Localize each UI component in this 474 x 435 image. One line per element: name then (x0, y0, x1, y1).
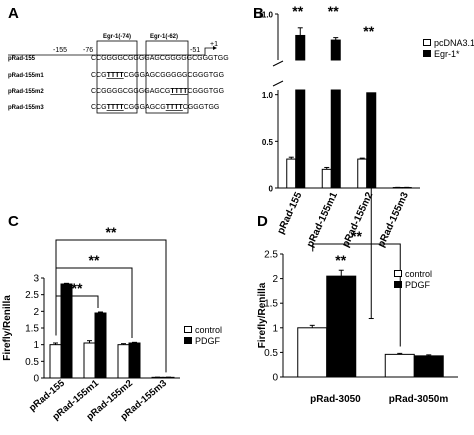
significance-marker: ** (328, 3, 339, 19)
y-axis-label: Firefly/Renilla (257, 282, 268, 348)
x-tick-label: pRad-3050m (389, 394, 449, 405)
panel-label-d: D (257, 213, 268, 230)
y-tick-label: 0.5 (25, 357, 39, 368)
axis-break-mark (272, 60, 284, 67)
legend-label: PDGF (405, 279, 431, 290)
legend-item: pcDNA3.1 (423, 37, 474, 48)
legend-panel-d: control PDGF (394, 268, 432, 290)
legend-item: PDGF (394, 279, 432, 290)
significance-marker: ** (106, 224, 117, 240)
bar-control (384, 353, 415, 378)
y-tick-label: 0 (269, 185, 274, 194)
bar-treated (413, 355, 444, 378)
legend-item: Egr-1* (423, 48, 474, 59)
bar-treated (326, 275, 357, 378)
legend-swatch-white (394, 270, 402, 277)
significance-marker: ** (363, 23, 374, 39)
bar-treated (295, 89, 306, 189)
y-tick-label: 1 (272, 323, 278, 334)
legend-panel-c: control PDGF (184, 324, 222, 346)
legend-item: PDGF (184, 335, 222, 346)
x-tick-label: pRad-3050 (310, 394, 361, 405)
legend-swatch-black (184, 337, 192, 344)
panel-label-a: A (8, 5, 19, 22)
y-axis-label: Firefly/Renilla (2, 295, 13, 361)
significance-bracket (55, 239, 167, 373)
y-tick-label: 0 (33, 374, 39, 385)
y-tick-label: 1.0 (262, 91, 274, 100)
panel-label-c: C (8, 213, 19, 230)
y-tick-label: 2 (33, 307, 39, 318)
significance-marker: ** (351, 228, 362, 244)
significance-bracket (312, 243, 401, 347)
y-tick-label: 1.5 (264, 299, 278, 310)
significance-marker: ** (292, 3, 303, 19)
legend-swatch-white (184, 326, 192, 333)
y-tick-label: 0.5 (264, 348, 278, 359)
legend-label: pcDNA3.1 (434, 37, 474, 48)
bar-control (297, 327, 328, 378)
panel-label-b: B (253, 5, 264, 22)
y-tick-label: 2.5 (264, 250, 278, 261)
significance-marker: ** (89, 252, 100, 268)
y-tick-label: 0.5 (262, 138, 274, 147)
legend-label: control (405, 268, 433, 279)
y-tick-label: 0 (272, 373, 278, 384)
y-tick-label: 1.5 (25, 324, 39, 335)
y-tick-label: 1 (33, 340, 39, 351)
y-tick-label: 3 (33, 274, 39, 285)
y-tick-label: 2 (272, 274, 278, 285)
legend-item: control (184, 324, 222, 335)
legend-swatch-white (423, 39, 431, 46)
legend-label: PDGF (195, 335, 221, 346)
legend-swatch-black (423, 50, 431, 57)
bar-treated (330, 89, 341, 189)
legend-label: control (195, 324, 223, 335)
legend-swatch-black (394, 281, 402, 288)
significance-marker: ** (72, 280, 83, 296)
y-tick-label: 11.0 (258, 11, 274, 20)
y-tick-label: 2.5 (25, 290, 39, 301)
legend-panel-b: pcDNA3.1 Egr-1* (423, 37, 474, 59)
axis-break-mark (272, 80, 284, 87)
legend-item: control (394, 268, 432, 279)
legend-label: Egr-1* (434, 48, 460, 59)
significance-marker: ** (335, 252, 346, 268)
